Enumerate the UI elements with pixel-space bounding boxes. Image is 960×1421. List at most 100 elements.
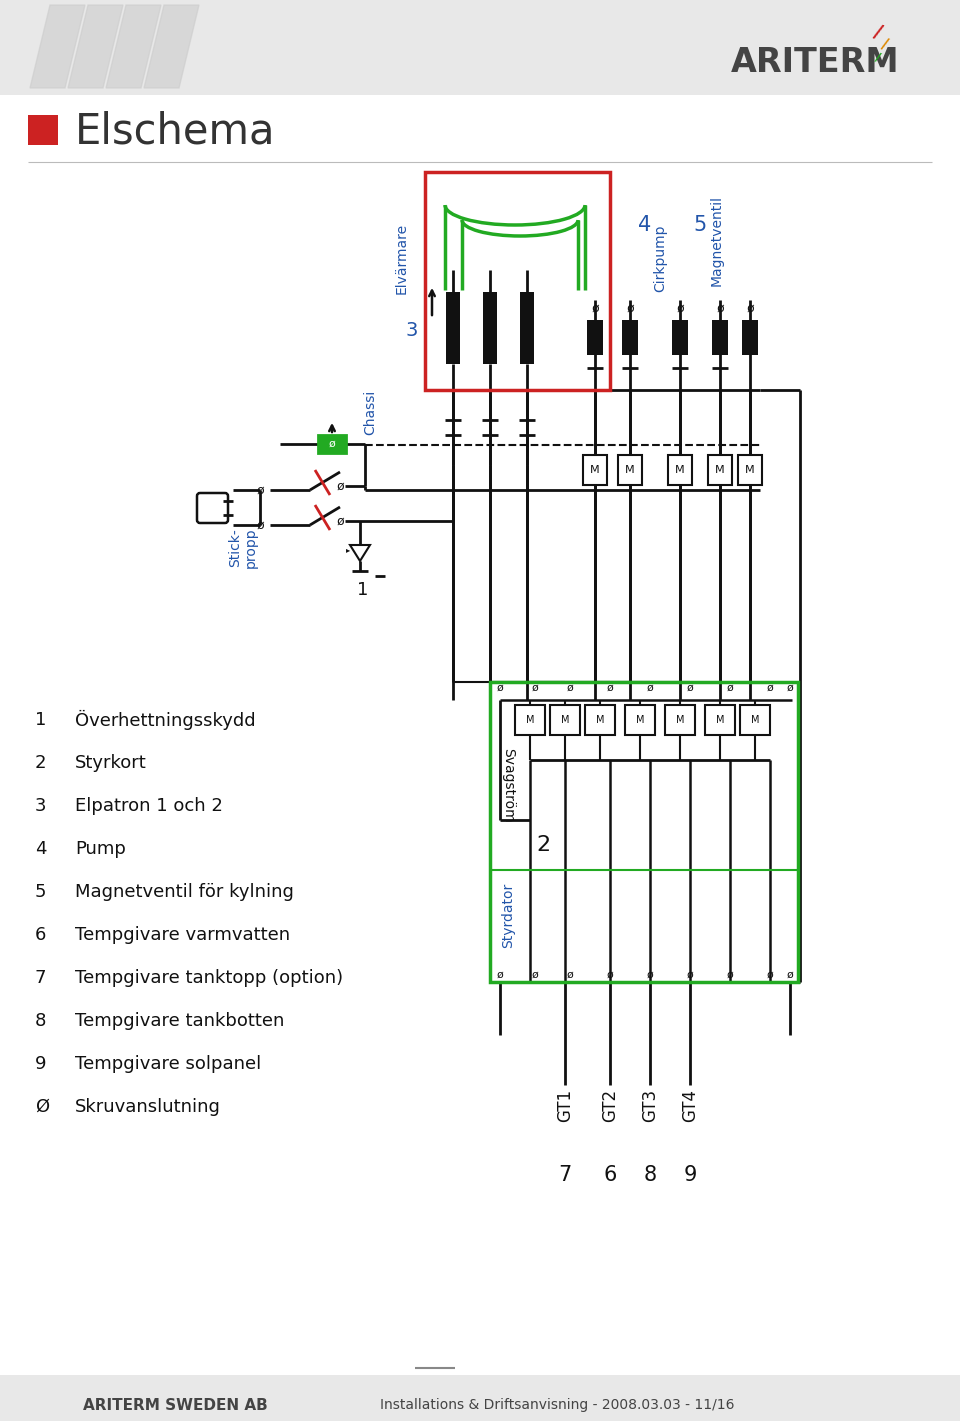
Bar — [742, 320, 758, 355]
Text: ø: ø — [607, 971, 613, 980]
Bar — [587, 320, 603, 355]
Polygon shape — [350, 546, 370, 561]
Text: 2: 2 — [35, 755, 46, 772]
Bar — [740, 705, 770, 735]
Bar — [550, 705, 580, 735]
Text: M: M — [596, 715, 604, 725]
Bar — [490, 682, 798, 982]
Text: /: / — [872, 21, 884, 43]
Text: M: M — [590, 465, 600, 475]
Text: ø: ø — [591, 301, 599, 314]
Text: ø: ø — [727, 971, 733, 980]
Bar — [425, 172, 610, 389]
Text: 6: 6 — [603, 1165, 616, 1185]
Text: GT3: GT3 — [641, 1088, 659, 1121]
Bar — [672, 320, 688, 355]
Text: ø: ø — [496, 684, 503, 693]
Text: M: M — [636, 715, 644, 725]
Text: M: M — [561, 715, 569, 725]
Bar — [483, 291, 497, 364]
Text: ARITERM SWEDEN AB: ARITERM SWEDEN AB — [83, 1397, 268, 1412]
Bar — [668, 455, 692, 485]
Text: ø: ø — [786, 684, 793, 693]
Bar — [318, 435, 346, 453]
Bar — [622, 320, 638, 355]
Text: Ø: Ø — [35, 1098, 49, 1115]
Text: M: M — [715, 465, 725, 475]
Text: Elvärmare: Elvärmare — [395, 223, 409, 294]
Text: ø: ø — [647, 971, 654, 980]
Bar — [665, 705, 695, 735]
Text: Tempgivare solpanel: Tempgivare solpanel — [75, 1054, 261, 1073]
Text: 1: 1 — [357, 581, 369, 600]
Polygon shape — [68, 6, 123, 88]
Text: ø: ø — [336, 514, 344, 527]
Text: Styrkort: Styrkort — [75, 755, 147, 772]
Text: 8: 8 — [643, 1165, 657, 1185]
Bar — [446, 291, 460, 364]
Text: Chassi: Chassi — [363, 389, 377, 435]
Text: M: M — [676, 715, 684, 725]
Text: ARITERM: ARITERM — [731, 45, 900, 78]
Bar — [520, 291, 534, 364]
Text: ø: ø — [727, 684, 733, 693]
Text: ø: ø — [686, 971, 693, 980]
Text: Installations & Driftsanvisning - 2008.03.03 - 11/16: Installations & Driftsanvisning - 2008.0… — [380, 1398, 734, 1412]
Text: ø: ø — [328, 439, 335, 449]
Text: ø: ø — [786, 971, 793, 980]
Text: ø: ø — [336, 479, 344, 493]
Text: M: M — [625, 465, 635, 475]
Text: 4: 4 — [35, 840, 46, 858]
Text: Svagström: Svagström — [501, 747, 515, 823]
Bar — [0, 0, 960, 95]
Text: M: M — [751, 715, 759, 725]
Text: 8: 8 — [35, 1012, 46, 1030]
Text: GT2: GT2 — [601, 1088, 619, 1121]
Text: GT4: GT4 — [681, 1088, 699, 1121]
Text: GT1: GT1 — [556, 1088, 574, 1121]
Text: 5: 5 — [35, 882, 46, 901]
Text: 3: 3 — [406, 321, 419, 340]
Bar — [705, 705, 735, 735]
Text: 1: 1 — [35, 710, 46, 729]
Text: 9: 9 — [35, 1054, 46, 1073]
Text: ø: ø — [626, 301, 634, 314]
Text: Pump: Pump — [75, 840, 126, 858]
Bar — [585, 705, 615, 735]
Text: ø: ø — [607, 684, 613, 693]
Text: Cirkpump: Cirkpump — [653, 225, 667, 291]
Text: ø: ø — [566, 971, 573, 980]
Polygon shape — [106, 6, 161, 88]
Bar — [712, 320, 728, 355]
Text: 4: 4 — [638, 215, 652, 234]
Bar — [708, 455, 732, 485]
Polygon shape — [30, 6, 85, 88]
Bar — [625, 705, 655, 735]
Text: 3: 3 — [35, 797, 46, 816]
Text: 2: 2 — [536, 836, 550, 855]
Text: Elschema: Elschema — [75, 109, 276, 152]
Text: ø: ø — [686, 684, 693, 693]
Text: Stick-
propp: Stick- propp — [228, 527, 258, 568]
Text: ø: ø — [676, 301, 684, 314]
Text: 6: 6 — [35, 926, 46, 944]
Text: Styrdator: Styrdator — [501, 882, 515, 948]
Text: Skruvanslutning: Skruvanslutning — [75, 1098, 221, 1115]
Text: Tempgivare tankbotten: Tempgivare tankbotten — [75, 1012, 284, 1030]
Bar — [28, 115, 58, 145]
Text: M: M — [675, 465, 684, 475]
Text: ø: ø — [256, 519, 264, 531]
Text: ø: ø — [647, 684, 654, 693]
Text: Tempgivare tanktopp (option): Tempgivare tanktopp (option) — [75, 969, 343, 988]
Text: /: / — [874, 50, 882, 64]
Polygon shape — [144, 6, 199, 88]
Bar — [0, 1376, 960, 1421]
Text: ▸: ▸ — [346, 546, 350, 554]
Text: 7: 7 — [35, 969, 46, 988]
Bar — [618, 455, 642, 485]
Text: ø: ø — [532, 684, 539, 693]
Text: /: / — [879, 37, 890, 53]
Bar — [583, 455, 607, 485]
Text: M: M — [745, 465, 755, 475]
Bar — [738, 455, 762, 485]
